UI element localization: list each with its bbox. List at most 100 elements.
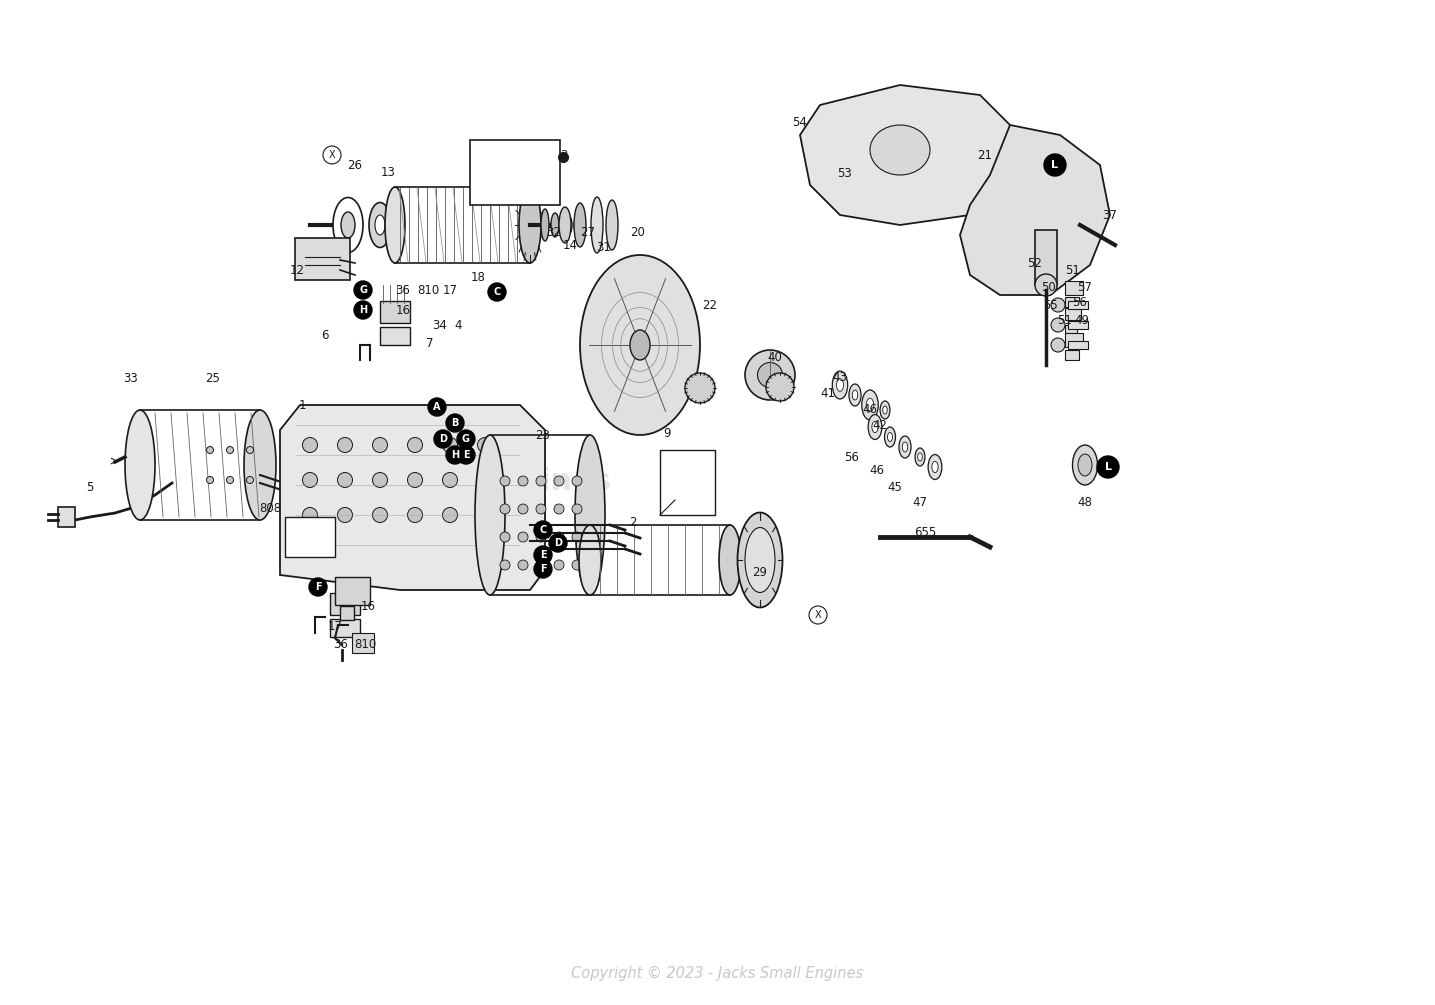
Ellipse shape xyxy=(931,461,938,472)
Text: 33: 33 xyxy=(123,372,138,385)
Text: X: X xyxy=(815,610,821,620)
Text: F: F xyxy=(314,582,321,592)
Text: B: B xyxy=(452,418,459,428)
Ellipse shape xyxy=(884,427,895,447)
Bar xyxy=(286,517,334,557)
Text: D: D xyxy=(439,434,446,444)
Ellipse shape xyxy=(499,560,509,570)
Bar xyxy=(330,593,360,615)
Bar xyxy=(471,140,560,205)
Ellipse shape xyxy=(564,215,573,235)
Ellipse shape xyxy=(518,532,528,542)
Ellipse shape xyxy=(574,203,585,247)
Text: 41: 41 xyxy=(821,387,835,400)
Text: 20: 20 xyxy=(630,225,646,238)
Text: 1: 1 xyxy=(298,399,306,411)
Ellipse shape xyxy=(247,476,254,483)
Text: L: L xyxy=(1105,462,1112,472)
Ellipse shape xyxy=(475,435,505,595)
Text: 17: 17 xyxy=(442,283,458,296)
Ellipse shape xyxy=(442,472,458,487)
Ellipse shape xyxy=(519,187,541,263)
Text: 37: 37 xyxy=(1102,208,1118,221)
Polygon shape xyxy=(799,85,1010,225)
Ellipse shape xyxy=(408,472,422,487)
Ellipse shape xyxy=(337,472,353,487)
Bar xyxy=(1065,308,1081,320)
Text: 13: 13 xyxy=(380,166,396,179)
Ellipse shape xyxy=(478,437,492,452)
Text: H: H xyxy=(451,450,459,460)
Text: 810: 810 xyxy=(354,638,376,651)
Text: 23: 23 xyxy=(535,428,551,441)
Text: 21: 21 xyxy=(977,149,993,162)
Text: A: A xyxy=(433,402,441,412)
Ellipse shape xyxy=(573,504,583,514)
Ellipse shape xyxy=(745,350,795,400)
Ellipse shape xyxy=(738,513,782,607)
Ellipse shape xyxy=(872,421,878,432)
Text: 5: 5 xyxy=(86,480,93,493)
Ellipse shape xyxy=(575,435,606,595)
Polygon shape xyxy=(280,405,545,590)
Text: 18: 18 xyxy=(471,270,485,283)
Text: 36: 36 xyxy=(333,638,349,651)
Ellipse shape xyxy=(499,476,509,486)
Text: 12: 12 xyxy=(290,263,304,276)
Ellipse shape xyxy=(337,508,353,523)
Text: 22: 22 xyxy=(703,298,718,312)
Ellipse shape xyxy=(898,436,911,458)
Text: 6: 6 xyxy=(321,329,329,342)
Text: 47: 47 xyxy=(913,495,927,509)
Text: G: G xyxy=(462,434,471,444)
Ellipse shape xyxy=(537,532,545,542)
Ellipse shape xyxy=(852,390,858,400)
Text: H: H xyxy=(359,305,367,315)
Ellipse shape xyxy=(207,446,214,453)
Circle shape xyxy=(1096,456,1119,478)
Circle shape xyxy=(456,446,475,464)
Ellipse shape xyxy=(591,197,603,253)
Ellipse shape xyxy=(1050,338,1065,352)
Ellipse shape xyxy=(1072,445,1098,485)
Text: 17: 17 xyxy=(327,620,343,633)
Ellipse shape xyxy=(478,472,492,487)
Ellipse shape xyxy=(333,198,363,252)
Text: 48: 48 xyxy=(1078,495,1092,509)
Ellipse shape xyxy=(1050,318,1065,332)
Text: 53: 53 xyxy=(838,167,852,180)
Circle shape xyxy=(809,606,827,624)
Circle shape xyxy=(550,534,567,552)
Text: C: C xyxy=(494,287,501,297)
Bar xyxy=(1065,325,1078,333)
Ellipse shape xyxy=(928,454,941,479)
Ellipse shape xyxy=(832,371,848,399)
Ellipse shape xyxy=(207,476,214,483)
Ellipse shape xyxy=(719,525,740,595)
Ellipse shape xyxy=(125,410,155,520)
Ellipse shape xyxy=(903,442,908,452)
Text: 43: 43 xyxy=(832,371,848,384)
Ellipse shape xyxy=(303,437,317,452)
Text: G: G xyxy=(359,285,367,295)
Bar xyxy=(1065,297,1079,307)
Bar xyxy=(660,450,715,515)
Text: 46: 46 xyxy=(870,463,884,476)
Ellipse shape xyxy=(373,437,387,452)
Bar xyxy=(380,327,410,345)
Ellipse shape xyxy=(766,373,794,401)
Bar xyxy=(330,619,360,637)
Bar xyxy=(1068,302,1088,309)
Ellipse shape xyxy=(883,406,887,414)
Text: 808: 808 xyxy=(258,501,281,515)
Ellipse shape xyxy=(518,504,528,514)
Ellipse shape xyxy=(837,379,844,391)
Circle shape xyxy=(488,283,507,302)
Ellipse shape xyxy=(850,384,861,406)
Text: 16: 16 xyxy=(396,304,410,317)
Bar xyxy=(340,606,354,620)
Ellipse shape xyxy=(868,414,883,439)
Ellipse shape xyxy=(247,446,254,453)
Ellipse shape xyxy=(554,532,564,542)
Circle shape xyxy=(446,414,464,432)
